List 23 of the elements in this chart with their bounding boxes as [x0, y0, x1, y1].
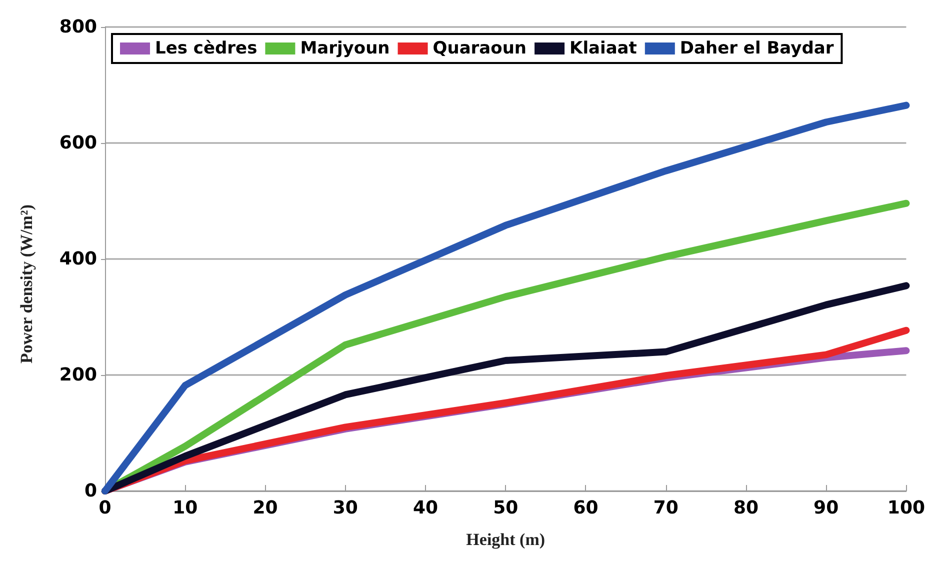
x-tick-label: 20: [252, 498, 278, 518]
x-axis-title: Height (m): [466, 530, 546, 549]
x-tick-label: 10: [172, 498, 198, 518]
legend-label: Les cèdres: [155, 38, 258, 58]
y-tick-label: 400: [59, 248, 97, 270]
x-tick-label: 40: [412, 498, 438, 518]
y-tick-label: 0: [84, 480, 97, 502]
x-tick-label: 50: [493, 498, 518, 518]
x-tick-label: 0: [98, 498, 112, 518]
legend-label: Quaraoun: [432, 38, 527, 58]
y-tick-label: 200: [59, 364, 97, 386]
x-tick-label: 80: [733, 498, 758, 518]
x-tick-label: 90: [814, 498, 839, 518]
y-axis-title: Power density (W/m²): [17, 204, 36, 364]
legend-label: Marjyoun: [300, 38, 390, 58]
x-tick-label: 70: [653, 498, 678, 518]
y-tick-label: 800: [59, 16, 97, 38]
legend-label: Klaiaat: [570, 38, 637, 58]
y-tick-label: 600: [59, 132, 97, 154]
legend-label: Daher el Baydar: [680, 38, 834, 58]
x-tick-label: 30: [332, 498, 358, 518]
x-tick-label: 100: [887, 498, 925, 518]
x-tick-label: 60: [573, 498, 598, 518]
